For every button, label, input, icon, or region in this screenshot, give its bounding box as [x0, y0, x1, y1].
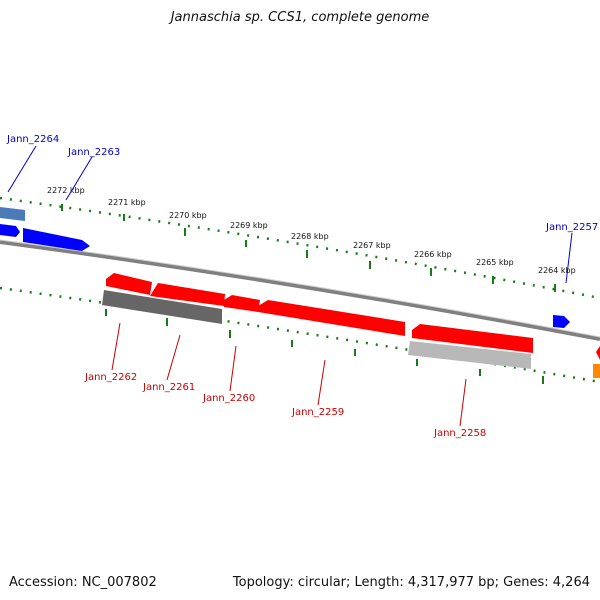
accession-text: Accession: NC_007802 — [9, 575, 157, 590]
tick-label: 2272 kbp — [47, 186, 85, 195]
tick-label: 2264 kbp — [538, 266, 576, 275]
gene-red — [224, 295, 260, 312]
gene-blue — [553, 315, 570, 328]
gene-label: Jann_2259 — [291, 407, 344, 418]
tick-label: 2268 kbp — [291, 232, 329, 241]
gene-labels: Jann_2264 Jann_2263 Jann_2257 Jann_2262 … — [6, 134, 598, 439]
tick-label: 2265 kbp — [476, 258, 514, 267]
gene-label: Jann_2260 — [202, 393, 255, 404]
page-title: Jannaschia sp. CCS1, complete genome — [170, 10, 430, 25]
lower-tick-track — [0, 286, 600, 384]
major-ticks — [61, 204, 556, 292]
gene-blue — [23, 228, 90, 251]
gene-label: Jann_2261 — [142, 382, 195, 393]
gene-red — [150, 283, 225, 306]
gene-orange — [593, 364, 600, 378]
gene-label: Jann_2257 — [545, 222, 598, 233]
tick-label: 2267 kbp — [353, 241, 391, 250]
gene-label: Jann_2262 — [84, 372, 137, 383]
gene-darkgray — [102, 290, 222, 324]
gene-label: Jann_2264 — [6, 134, 59, 145]
gene-lightgray — [408, 341, 531, 369]
tick-label: 2269 kbp — [230, 221, 268, 230]
gene-blue — [0, 224, 20, 237]
gene-red — [412, 324, 533, 353]
topology-info: Topology: circular; Length: 4,317,977 bp… — [232, 575, 590, 590]
gene-red — [106, 273, 152, 295]
gene-red — [596, 346, 600, 360]
gene-red — [258, 300, 405, 336]
gene-steelblue — [0, 207, 25, 221]
gene-label: Jann_2258 — [433, 428, 486, 439]
tick-label: 2266 kbp — [414, 250, 452, 259]
tick-label: 2270 kbp — [169, 211, 207, 220]
forward-genes — [0, 207, 570, 328]
tick-labels: 2272 kbp 2271 kbp 2270 kbp 2269 kbp 2268… — [47, 186, 576, 275]
label-leaders — [7, 145, 573, 427]
gene-label: Jann_2263 — [67, 147, 120, 158]
genome-backbone — [0, 240, 600, 341]
upper-tick-track — [0, 196, 600, 300]
tick-label: 2271 kbp — [108, 198, 146, 207]
reverse-genes — [102, 273, 600, 378]
